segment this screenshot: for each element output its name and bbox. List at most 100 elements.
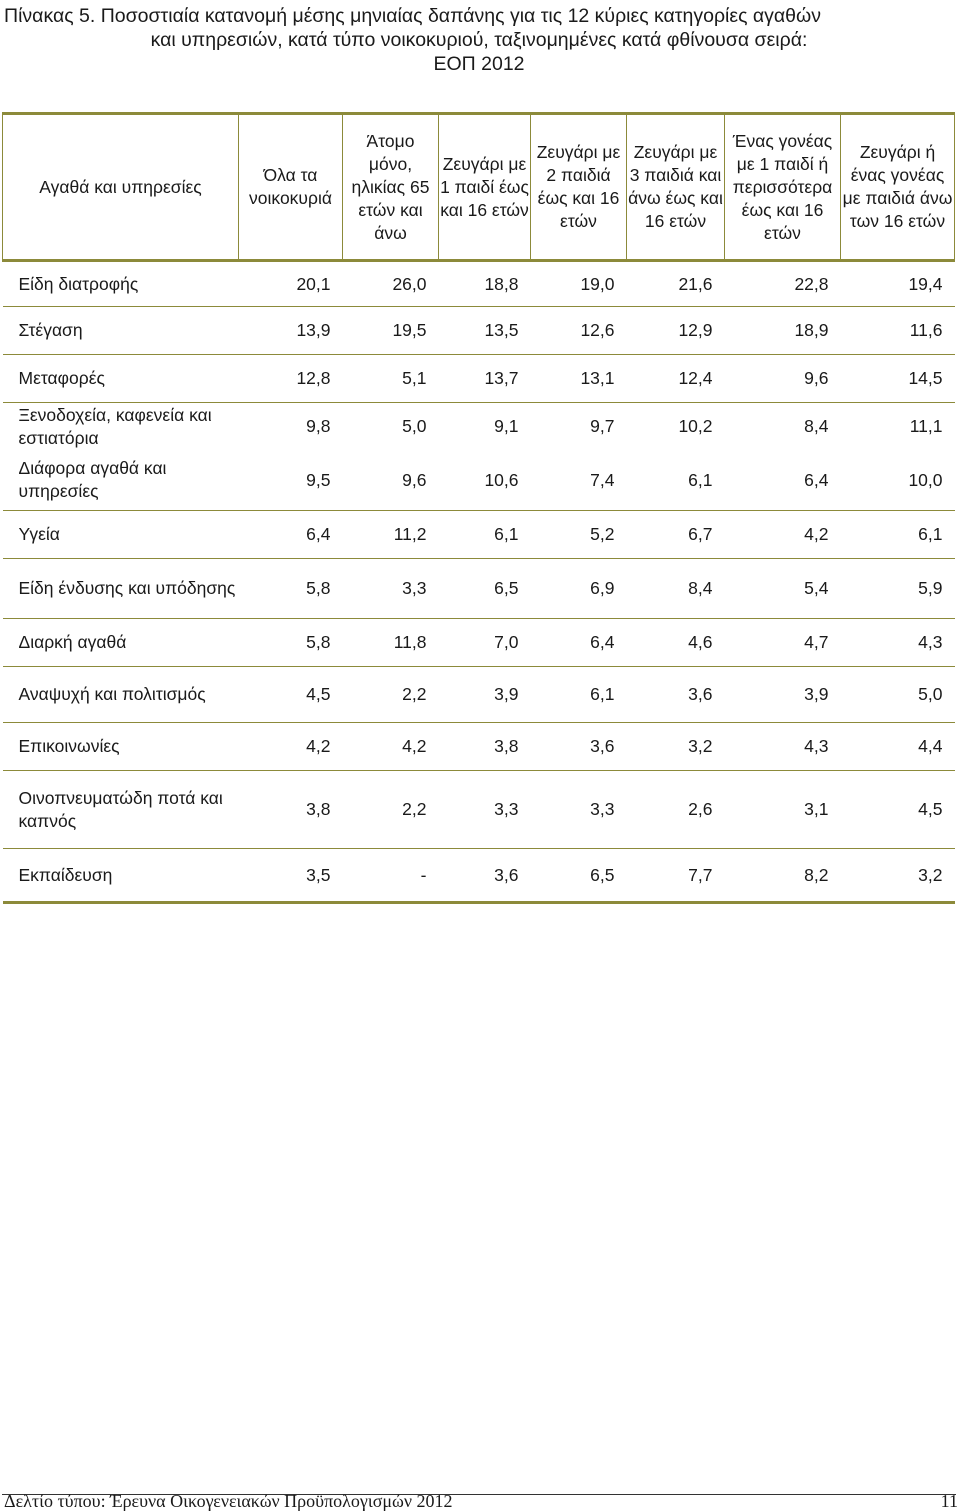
row-value: 6,1 [840, 510, 955, 559]
row-value: 3,6 [438, 848, 531, 904]
row-value: 5,2 [530, 510, 627, 559]
row-value: 6,1 [530, 666, 627, 723]
table-row: Διαρκή αγαθά 5,8 11,8 7,0 6,4 4,6 4,7 4,3 [2, 618, 955, 667]
row-value: 12,8 [238, 354, 343, 403]
row-value: 4,3 [724, 722, 841, 771]
row-value: 9,6 [724, 354, 841, 403]
header-goods-services: Αγαθά και υπηρεσίες [2, 112, 239, 262]
row-value: 4,2 [238, 722, 343, 771]
table-row: Ξενοδοχεία, καφενεία και εστιατόρια 9,8 5,… [3, 403, 955, 451]
row-value: 3,9 [724, 666, 841, 723]
row-value: 19,5 [342, 306, 439, 355]
title-line-1: Πίνακας 5. Ποσοστιαία κατανομή μέσης μην… [4, 5, 822, 27]
row-value: 8,4 [626, 558, 725, 619]
row-value: 6,7 [626, 510, 725, 559]
row-value: 9,8 [306, 416, 331, 437]
row-value: 3,6 [626, 666, 725, 723]
footer-rule [2, 1494, 956, 1495]
row-value: 20,1 [238, 260, 343, 307]
row-category: Υγεία [2, 510, 239, 559]
row-value: 13,5 [438, 306, 531, 355]
table-row: Μεταφορές 12,8 5,1 13,7 13,1 12,4 9,6 14,5 [2, 354, 955, 403]
row-value: 9,1 [494, 416, 519, 437]
row-value: 11,6 [840, 306, 955, 355]
row-value: 3,9 [438, 666, 531, 723]
table-row: Οινοπνευματώδη ποτά και καπνός 3,8 2,2 3,3 3… [2, 770, 955, 849]
row-value: 19,4 [840, 260, 955, 307]
expenditure-table: Αγαθά και υπηρεσίες Όλα τα νοικοκυριά Άτ… [2, 112, 955, 904]
row-value: 12,9 [626, 306, 725, 355]
row-value: - [342, 848, 439, 904]
row-value: 3,8 [238, 770, 343, 849]
row-value: 10,6 [438, 450, 531, 511]
row-value: 11,8 [342, 618, 439, 667]
table-row: Αναψυχή και πολιτισμός 4,5 2,2 3,9 6,1 3,6 3,9… [2, 666, 955, 723]
header-all-households: Όλα τα νοικοκυριά [238, 112, 343, 262]
row-value: 9,5 [238, 450, 343, 511]
header-single-65plus: Άτομο μόνο, ηλικίας 65 ετών και άνω [342, 112, 439, 262]
row-value: 7,4 [530, 450, 627, 511]
row-value: 5,8 [238, 558, 343, 619]
row-category: Μεταφορές [2, 354, 239, 403]
row-category: Αναψυχή και πολιτισμός [2, 666, 239, 723]
row-value: 8,4 [804, 416, 829, 437]
table-row: Επικοινωνίες 4,2 4,2 3,8 3,6 3,2 4,3 4,4 [2, 722, 955, 771]
row-category: Επικοινωνίες [2, 722, 239, 771]
row-value: 6,1 [438, 510, 531, 559]
header-children-over-16: Ζευγάρι ή ένας γονέας με παιδιά άνω των … [840, 112, 955, 262]
row-value: 4,3 [840, 618, 955, 667]
row-value: 2,2 [342, 770, 439, 849]
row-value: 3,6 [530, 722, 627, 771]
row-category: Εκπαίδευση [2, 848, 239, 904]
row-value: 4,2 [342, 722, 439, 771]
row-value: 3,3 [530, 770, 627, 849]
row-value: 10,0 [840, 450, 955, 511]
row-value: 5,0 [840, 666, 955, 723]
footer-publication: Δελτίο τύπου: Έρευνα Οικογενειακών Προϋπ… [4, 1491, 453, 1511]
row-category: Ξενοδοχεία, καφενεία και εστιατόρια [18, 404, 212, 448]
title-line-2: και υπηρεσιών, κατά τύπο νοικοκυριού, τα… [150, 29, 808, 51]
row-value: 2,6 [626, 770, 725, 849]
row-value: 18,9 [724, 306, 841, 355]
row-value: 7,7 [626, 848, 725, 904]
header-couple-1-child: Ζευγάρι με 1 παιδί έως και 16 ετών [438, 112, 531, 262]
row-value: 21,6 [626, 260, 725, 307]
table-row: Εκπαίδευση 3,5-3,6 6,5 7,7 8,2 3,2 [2, 848, 955, 904]
row-value: 6,9 [530, 558, 627, 619]
row-value: 12,6 [530, 306, 627, 355]
row-value: 19,0 [530, 260, 627, 307]
row-value: 5,1 [342, 354, 439, 403]
row-value: 6,1 [626, 450, 725, 511]
table-title: Πίνακας 5. Ποσοστιαία κατανομή μέσης μην… [4, 4, 954, 76]
table-row: Υγεία 6,4 11,2 6,1 5,2 6,7 4,2 6,1 [2, 510, 955, 559]
row-value: 2,2 [342, 666, 439, 723]
row-value: 6,4 [530, 618, 627, 667]
header-couple-3plus-children: Ζευγάρι με 3 παιδιά και άνω έως και 16 ε… [626, 112, 725, 262]
row-value: 3,5 [238, 848, 343, 904]
row-value: 3,3 [342, 558, 439, 619]
row-value: 11,1 [909, 416, 943, 437]
row-category: Διάφορα αγαθά και υπηρεσίες [2, 450, 239, 511]
row-value: 3,3 [438, 770, 531, 849]
row-value: 5,8 [238, 618, 343, 667]
row-value: 13,9 [238, 306, 343, 355]
row-value: 4,6 [626, 618, 725, 667]
row-value: 9,6 [342, 450, 439, 511]
row-value: 3,8 [438, 722, 531, 771]
row-value: 13,1 [530, 354, 627, 403]
row-value: 4,5 [840, 770, 955, 849]
header-row: Αγαθά και υπηρεσίες Όλα τα νοικοκυριά Άτ… [2, 112, 955, 262]
row-value: 22,8 [724, 260, 841, 307]
row-value: 6,4 [238, 510, 343, 559]
row-value: 13,7 [438, 354, 531, 403]
row-value: 4,5 [238, 666, 343, 723]
row-value: 14,5 [840, 354, 955, 403]
row-value: 12,4 [626, 354, 725, 403]
row-value: 4,4 [840, 722, 955, 771]
row-value: 26,0 [342, 260, 439, 307]
row-value: 18,8 [438, 260, 531, 307]
row-value: 5,0 [402, 416, 427, 437]
table-row: Στέγαση 13,9 19,5 13,5 12,6 12,9 18,9 11,6 [2, 306, 955, 355]
row-value: 8,2 [724, 848, 841, 904]
row-value: 5,4 [724, 558, 841, 619]
